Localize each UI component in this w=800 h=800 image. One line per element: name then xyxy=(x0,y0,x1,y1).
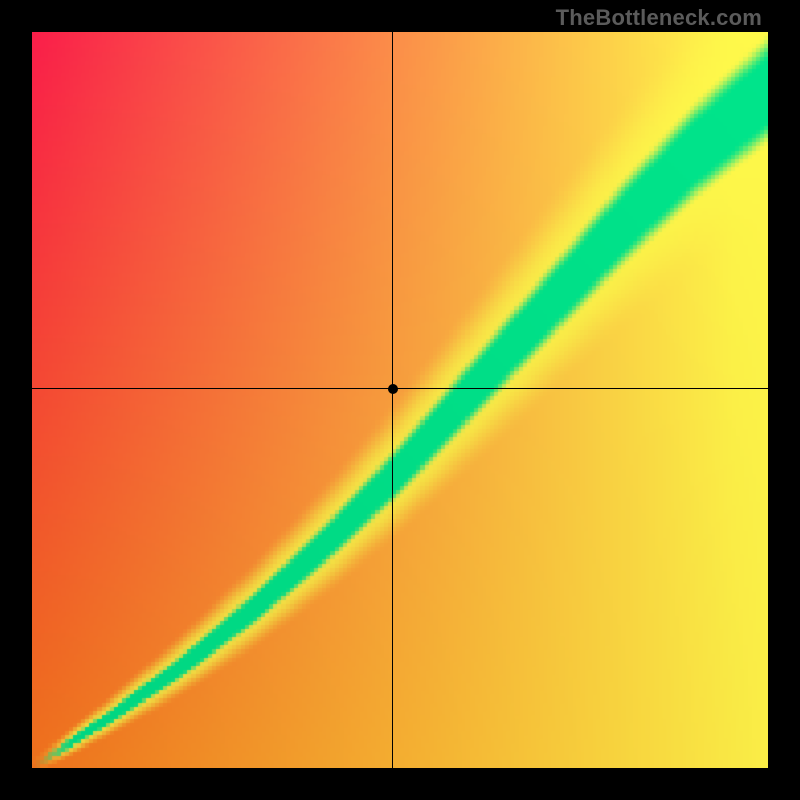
plot-area: TheBottleneck.com xyxy=(32,32,768,768)
crosshair-horizontal-line xyxy=(32,388,768,389)
selection-marker-dot xyxy=(388,384,398,394)
source-watermark: TheBottleneck.com xyxy=(556,5,762,31)
stage: TheBottleneck.com xyxy=(0,0,800,800)
crosshair-vertical-line xyxy=(392,32,393,768)
bottleneck-heatmap xyxy=(32,32,768,768)
